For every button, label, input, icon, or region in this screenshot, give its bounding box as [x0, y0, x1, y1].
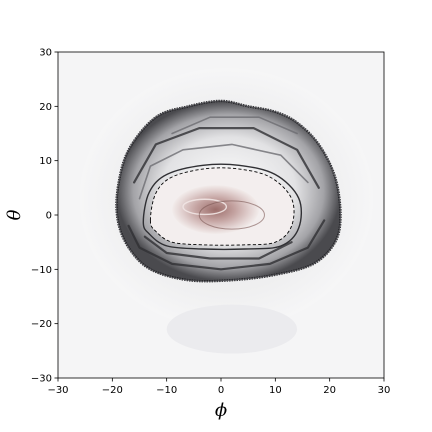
y-tick-label: −20: [31, 319, 52, 330]
y-axis-label: θ: [4, 209, 25, 220]
y-axis-ticks: −30 −20 −10 0 10 20 30: [31, 48, 58, 385]
core-swirl: [198, 200, 265, 230]
lower-halo: [166, 304, 298, 354]
swirl-streak: [127, 219, 326, 271]
x-tick-label: −10: [156, 385, 177, 396]
core-swirl: [182, 198, 228, 216]
y-tick-label: −10: [31, 265, 52, 276]
x-tick-label: −30: [47, 385, 68, 396]
x-tick-label: −20: [102, 385, 123, 396]
inner-contour-line: [142, 163, 303, 251]
x-tick-label: 10: [269, 385, 282, 396]
outer-boundary-edge: [116, 100, 341, 282]
x-tick-label: 0: [218, 385, 224, 396]
x-tick-label: 20: [323, 385, 336, 396]
positive-core: [172, 185, 260, 235]
x-tick-label: 30: [378, 385, 391, 396]
dashed-contour: [149, 167, 295, 246]
x-axis-ticks: −30 −20 −10 0 10 20 30: [47, 378, 390, 396]
swirl-streak: [143, 235, 293, 260]
y-tick-label: 20: [39, 102, 52, 113]
y-tick-label: 30: [39, 48, 52, 59]
swirl-streak: [171, 116, 298, 135]
x-axis-label: ϕ: [215, 400, 227, 421]
y-tick-label: 10: [39, 156, 52, 167]
y-tick-label: −30: [31, 374, 52, 385]
swirl-streak: [138, 143, 309, 200]
y-tick-label: 0: [46, 211, 52, 222]
heatmap-layers: [79, 68, 374, 354]
swirl-streak: [133, 127, 320, 189]
